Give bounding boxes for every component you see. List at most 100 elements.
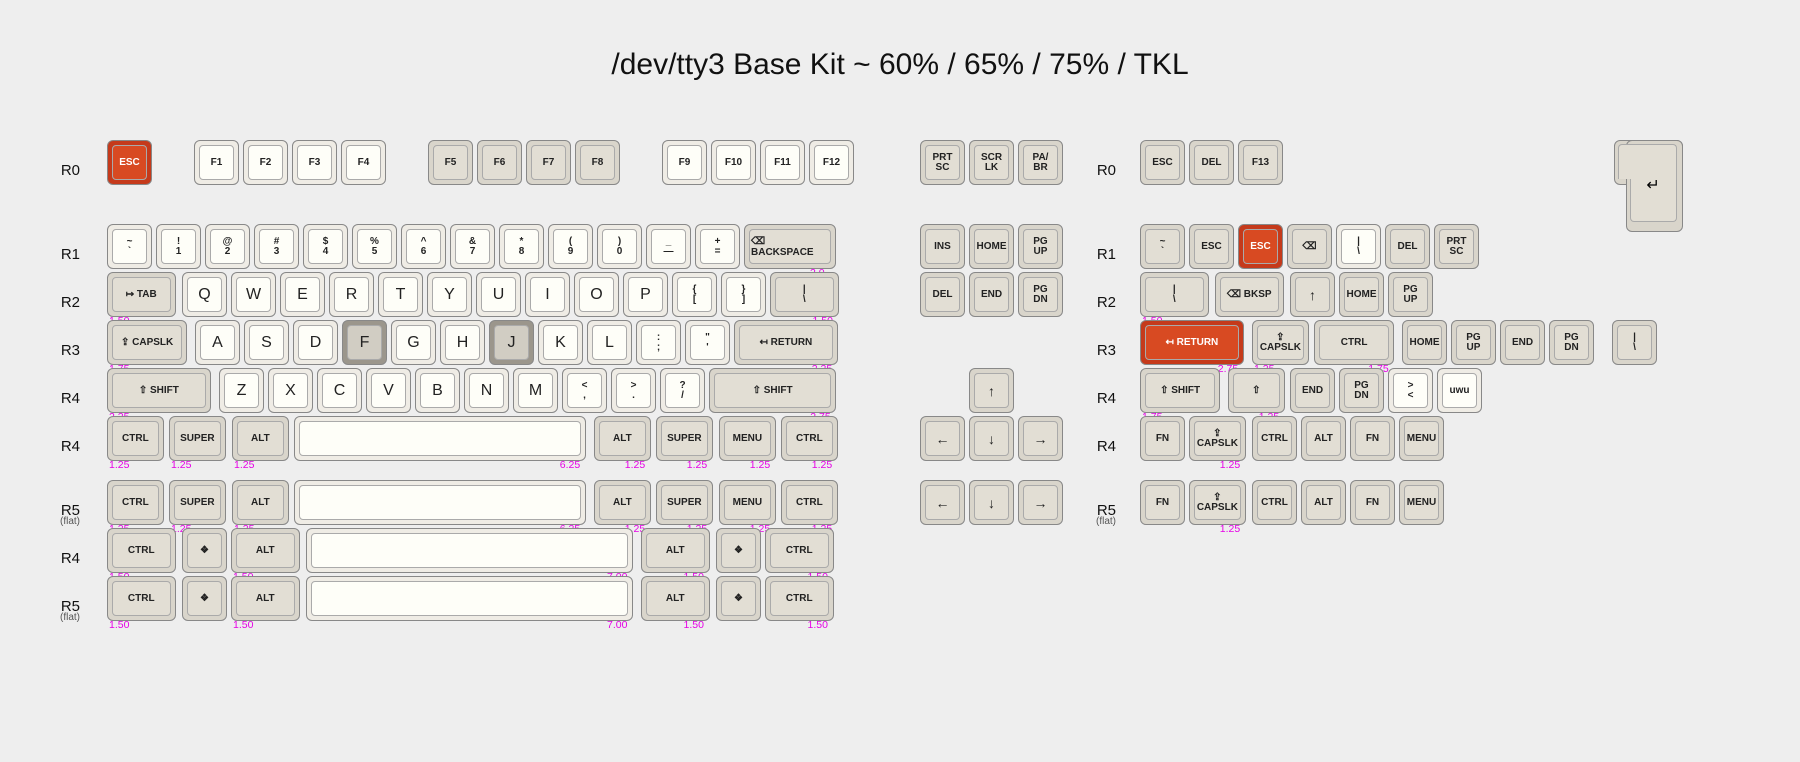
key-end: END — [1500, 320, 1545, 365]
key-b: B — [415, 368, 460, 413]
key-d: D — [293, 320, 338, 365]
key-s: S — [244, 320, 289, 365]
key-pg-dn: PGDN — [1018, 272, 1063, 317]
key-m: M — [513, 368, 558, 413]
size-label: 1.25 — [171, 459, 191, 471]
key-esc: ESC — [1140, 140, 1185, 185]
key-o: O — [574, 272, 619, 317]
key-key: |\ — [1612, 320, 1657, 365]
key-alt: ALT — [232, 480, 289, 525]
key-ctrl: CTRL — [107, 576, 176, 621]
key-alt: ALT — [594, 480, 651, 525]
key-backspace: ⌫ BACKSPACE — [744, 224, 836, 269]
row-label: R4 — [0, 550, 80, 567]
size-label: 1.25 — [109, 459, 129, 471]
key-t: T — [378, 272, 423, 317]
row-label: R3 — [1036, 342, 1116, 359]
key-key: |\ — [1336, 224, 1381, 269]
row-sublabel: (flat) — [0, 516, 80, 527]
key-fn: FN — [1140, 480, 1185, 525]
key-key: >< — [1388, 368, 1433, 413]
key-2: @2 — [205, 224, 250, 269]
key-shift: ⇧ SHIFT — [107, 368, 211, 413]
key-alt: ALT — [231, 528, 300, 573]
key-fn: FN — [1350, 416, 1395, 461]
key-shift: ⇧ SHIFT — [1140, 368, 1220, 413]
row-label: R4 — [0, 390, 80, 407]
key-alt: ALT — [231, 576, 300, 621]
key-alt: ALT — [1301, 416, 1346, 461]
key-end: END — [1290, 368, 1335, 413]
key-x: X — [268, 368, 313, 413]
size-label: 1.25 — [1220, 459, 1240, 471]
size-label: 6.25 — [560, 459, 580, 471]
key-esc: ESC — [107, 140, 152, 185]
key-menu: MENU — [1399, 416, 1444, 461]
row-label: R0 — [0, 162, 80, 179]
key-ctrl: CTRL — [107, 416, 164, 461]
key-blank — [306, 576, 633, 621]
key-z: Z — [219, 368, 264, 413]
key-h: H — [440, 320, 485, 365]
key-f5: F5 — [428, 140, 473, 185]
key-key: ❖ — [716, 576, 761, 621]
key-home: HOME — [1402, 320, 1447, 365]
key-bksp: ⌫ BKSP — [1215, 272, 1284, 317]
key-tab: ↦ TAB — [107, 272, 176, 317]
key-key: _— — [646, 224, 691, 269]
key-ctrl: CTRL — [107, 480, 164, 525]
key-7: &7 — [450, 224, 495, 269]
key-key: ~` — [107, 224, 152, 269]
size-label: 1.50 — [684, 619, 704, 631]
size-label: 7.00 — [607, 619, 627, 631]
key-pg-up: PGUP — [1388, 272, 1433, 317]
key-q: Q — [182, 272, 227, 317]
key-pg-dn: PGDN — [1549, 320, 1594, 365]
size-label: 1.50 — [808, 619, 828, 631]
key-key: ❖ — [716, 528, 761, 573]
key-key: ↑ — [969, 368, 1014, 413]
key-key: → — [1018, 416, 1063, 461]
key-alt: ALT — [232, 416, 289, 461]
row-label: R2 — [0, 294, 80, 311]
key-key: ↓ — [969, 480, 1014, 525]
key-ctrl: CTRL — [781, 480, 838, 525]
key-f10: F10 — [711, 140, 756, 185]
key-menu: MENU — [719, 480, 776, 525]
key-esc: ESC — [1189, 224, 1234, 269]
key-capslk: ⇪CAPSLK — [1189, 416, 1246, 461]
key-super: SUPER — [656, 416, 713, 461]
key-i: I — [525, 272, 570, 317]
key-uwu: uwu — [1437, 368, 1482, 413]
key-w: W — [231, 272, 276, 317]
key-5: %5 — [352, 224, 397, 269]
key-key: ~` — [1140, 224, 1185, 269]
key-key: ❖ — [182, 528, 227, 573]
key-j: J — [489, 320, 534, 365]
key-y: Y — [427, 272, 472, 317]
key-f7: F7 — [526, 140, 571, 185]
key-f2: F2 — [243, 140, 288, 185]
key-ctrl: CTRL — [1314, 320, 1394, 365]
row-sublabel: (flat) — [0, 612, 80, 623]
size-label: 1.25 — [812, 459, 832, 471]
key-key: ?/ — [660, 368, 705, 413]
key-del: DEL — [1189, 140, 1234, 185]
key-prt-sc: PRTSC — [1434, 224, 1479, 269]
key-pg-dn: PGDN — [1339, 368, 1384, 413]
key-key: "' — [685, 320, 730, 365]
key-r: R — [329, 272, 374, 317]
key-key: += — [695, 224, 740, 269]
key-ctrl: CTRL — [1252, 416, 1297, 461]
key-key: ⌫ — [1287, 224, 1332, 269]
key-f12: F12 — [809, 140, 854, 185]
key-shift: ⇧ SHIFT — [709, 368, 836, 413]
size-label: 1.25 — [1220, 523, 1240, 535]
key-f9: F9 — [662, 140, 707, 185]
size-label: 1.25 — [234, 459, 254, 471]
key-key: → — [1018, 480, 1063, 525]
key-f8: F8 — [575, 140, 620, 185]
key-e: E — [280, 272, 325, 317]
key-super: SUPER — [169, 416, 226, 461]
key-return: ↤ RETURN — [1140, 320, 1244, 365]
